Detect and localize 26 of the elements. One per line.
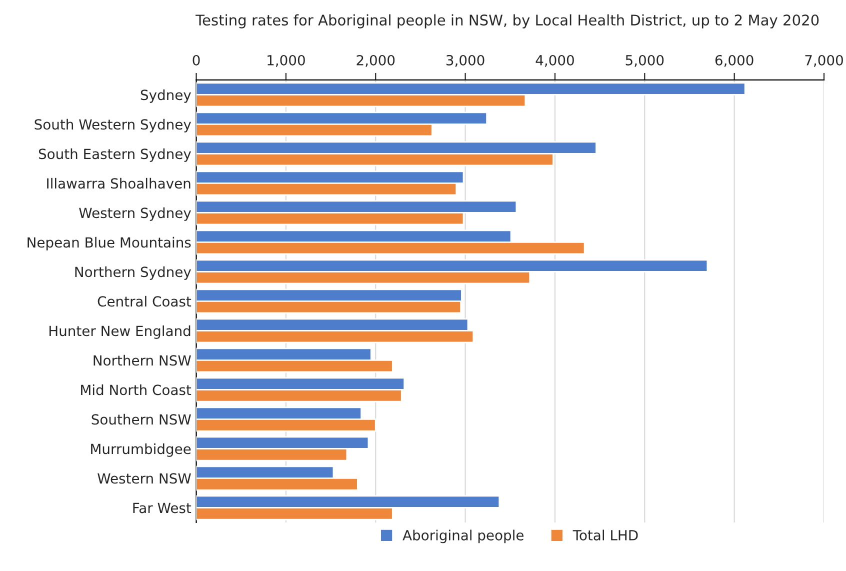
legend-label: Total LHD xyxy=(572,530,638,540)
x-tick-label: 5,000 xyxy=(626,54,664,67)
x-tick-label: 3,000 xyxy=(446,54,484,67)
x-tick-label: 4,000 xyxy=(536,54,574,67)
x-tick-label: 0 xyxy=(192,54,200,66)
legend-label: Aboriginal people xyxy=(402,530,524,544)
y-tick-label: Nepean Blue Mountains xyxy=(28,236,191,250)
y-tick-label: South Western Sydney xyxy=(34,118,191,132)
x-tick-label: 7,000 xyxy=(805,54,843,67)
y-tick-label: Illawarra Shoalhaven xyxy=(47,178,190,189)
chart-title: Testing rates for Aboriginal people in NSW, by Local Health District, up to 2 May 2020 xyxy=(196,14,819,28)
x-tick-label: 1,000 xyxy=(268,54,305,67)
y-tick-label: Hunter New England xyxy=(50,325,190,339)
y-tick-label: Murrumbidgee xyxy=(91,443,191,457)
x-tick-label: 2,000 xyxy=(356,54,395,67)
y-tick-label: Mid North Coast xyxy=(81,384,192,396)
y-tick-label: Central Coast xyxy=(98,296,192,307)
y-tick-label: Western Sydney xyxy=(79,207,191,221)
y-tick-label: Northern Sydney xyxy=(75,266,191,280)
y-tick-label: Far West xyxy=(133,502,192,514)
x-tick-label: 6,000 xyxy=(715,54,754,67)
y-tick-label: Western NSW xyxy=(98,473,191,484)
y-tick-label: Northern NSW xyxy=(94,354,191,366)
y-tick-label: Sydney xyxy=(140,89,191,103)
y-tick-label: Southern NSW xyxy=(92,414,191,425)
y-tick-label: South Eastern Sydney xyxy=(38,148,191,162)
